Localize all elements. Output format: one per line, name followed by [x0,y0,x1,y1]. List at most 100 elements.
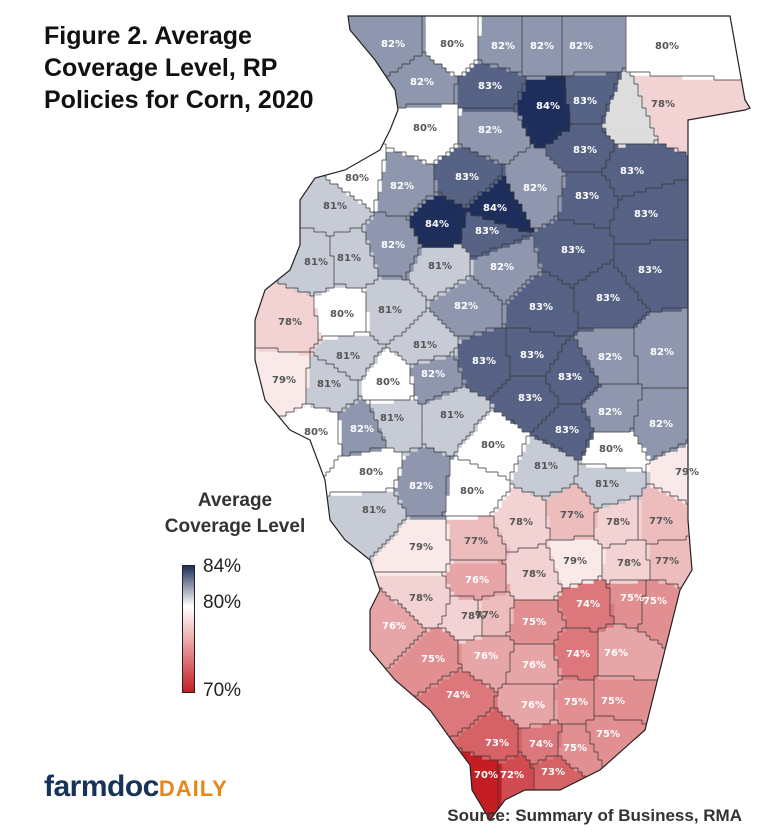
county-value-label: 83% [478,81,502,92]
legend-min-label: 70% [203,680,242,701]
county-value-label: 76% [604,648,628,659]
county-value-label: 81% [336,351,360,362]
farmdoc-daily-logo: farmdocDAILY [44,770,228,804]
county-value-label: 83% [472,356,496,367]
county-value-label: 83% [620,166,644,177]
county-value-label: 81% [595,479,619,490]
county-value-label: 82% [381,240,405,251]
county-value-label: 79% [409,542,433,553]
county-value-label: 76% [522,660,546,671]
county-value-label: 80% [304,427,328,438]
county-value-label: 82% [478,125,502,136]
county-value-label: 83% [455,172,479,183]
county-value-label: 73% [541,767,565,778]
county-region [505,643,563,689]
county-value-label: 83% [575,191,599,202]
county-value-label: 83% [518,393,542,404]
county-value-label: 83% [558,372,582,383]
county-region [461,211,535,261]
figure-title: Figure 2. Average Coverage Level, RP Pol… [44,22,314,114]
county-value-label: 83% [573,145,597,156]
county-region [517,75,571,149]
legend-title: Average Coverage Level [164,490,306,537]
county-region [633,299,750,393]
county-value-label: 75% [421,654,445,665]
county-region [553,627,599,681]
county-value-label: 74% [529,739,553,750]
county-value-label: 83% [596,293,620,304]
county-value-label: 81% [323,201,347,212]
county-region [313,287,371,341]
county-value-label: 77% [464,536,488,547]
county-value-label: 80% [481,440,505,451]
county-value-label: 81% [362,505,386,516]
county-value-label: 82% [381,39,405,50]
county-value-label: 75% [620,593,644,604]
county-value-label: 73% [485,738,509,749]
county-value-label: 81% [413,340,437,351]
county-value-label: 79% [272,375,296,386]
county-value-label: 75% [522,617,546,628]
county-value-label: 82% [530,41,554,52]
county-value-label: 81% [317,379,341,390]
county-value-label: 76% [382,621,406,632]
county-region [409,195,467,249]
county-value-label: 77% [475,610,499,621]
county-value-label: 81% [534,461,558,472]
source-note: Source: Summary of Business, RMA [447,806,742,825]
county-value-label: 83% [520,350,544,361]
county-value-label: 70% [474,770,498,781]
county-value-label: 80% [359,467,383,478]
county-value-label: 80% [345,173,369,184]
county-region [573,327,643,389]
county-value-label: 72% [500,770,524,781]
county-value-label: 81% [337,253,361,264]
logo-daily: DAILY [158,776,228,801]
county-value-label: 77% [655,556,679,567]
county-region [573,263,651,333]
county-value-label: 84% [536,101,560,112]
county-value-label: 78% [606,517,630,528]
county-value-label: 82% [523,183,547,194]
county-value-label: 82% [350,424,374,435]
county-value-label: 82% [598,352,622,363]
county-value-label: 83% [475,226,499,237]
county-value-label: 78% [461,611,485,622]
county-value-label: 78% [509,517,533,528]
county-value-label: 76% [465,575,489,586]
county-value-label: 81% [380,413,404,424]
county-value-label: 78% [522,569,546,580]
county-value-label: 83% [638,265,662,276]
county-value-label: 78% [409,593,433,604]
county-value-label: 82% [410,77,434,88]
county-region [601,71,659,149]
county-value-label: 83% [529,302,553,313]
county-value-label: 80% [413,123,437,134]
county-region [525,16,563,81]
county-value-label: 83% [634,209,658,220]
county-value-label: 82% [454,301,478,312]
county-value-label: 82% [421,369,445,380]
county-value-label: 81% [304,257,328,268]
county-region [477,16,527,77]
county-region [545,339,603,405]
legend-color-bar [182,565,195,693]
county-value-label: 82% [650,347,674,358]
county-value-label: 82% [491,41,515,52]
county-value-label: 74% [566,649,590,660]
county-value-label: 82% [409,481,433,492]
county-value-label: 74% [446,690,470,701]
county-value-label: 75% [564,697,588,708]
county-value-label: 80% [330,309,354,320]
legend-max-label: 84% [203,556,242,577]
logo-farmdoc: farmdoc [44,770,159,803]
county-value-label: 79% [675,467,699,478]
county-region [425,16,483,77]
county-value-label: 78% [278,317,302,328]
county-value-label: 80% [655,41,679,52]
county-region [465,175,535,233]
county-value-label: 81% [378,305,402,316]
county-value-label: 84% [425,219,449,230]
county-value-label: 76% [521,700,545,711]
county-value-label: 80% [440,39,464,50]
